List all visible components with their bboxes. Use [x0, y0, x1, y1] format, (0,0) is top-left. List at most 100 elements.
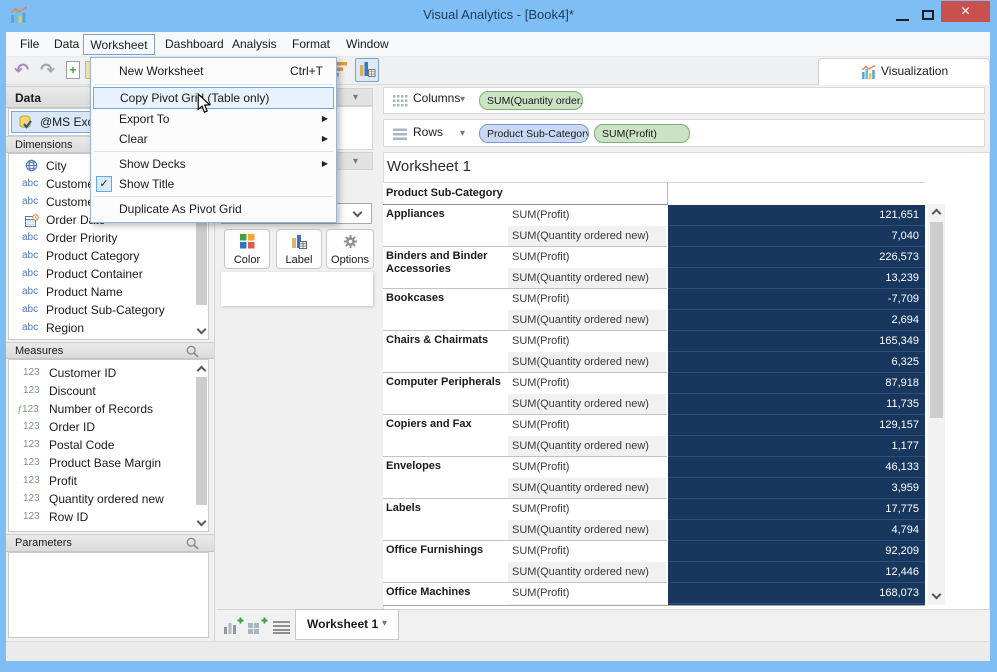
- table-scrollbar-thumb[interactable]: [930, 222, 943, 418]
- measure-customer-id[interactable]: 123 Customer ID: [23, 366, 117, 380]
- search-icon[interactable]: [186, 345, 199, 363]
- category-cell[interactable]: Binders and Binder Accessories: [386, 250, 488, 275]
- value-cell[interactable]: [668, 604, 925, 605]
- label-button[interactable]: Label: [276, 229, 322, 269]
- category-cell[interactable]: Envelopes: [386, 460, 442, 472]
- scroll-up-icon[interactable]: [931, 208, 942, 219]
- category-cell[interactable]: Chairs & Chairmats: [386, 334, 489, 346]
- caret-down-icon[interactable]: ▾: [460, 128, 466, 139]
- value-cell[interactable]: 168,073: [668, 583, 925, 604]
- menu-worksheet[interactable]: Worksheet: [83, 34, 155, 55]
- category-cell[interactable]: Office Machines: [386, 586, 471, 598]
- color-button[interactable]: Color: [224, 229, 270, 269]
- menu-format[interactable]: Format: [292, 37, 331, 51]
- redo-button[interactable]: ↷: [40, 60, 56, 80]
- value-cell[interactable]: 87,918: [668, 373, 925, 394]
- measure-discount[interactable]: 123 Discount: [23, 384, 96, 398]
- menu-file[interactable]: File: [20, 37, 40, 51]
- group-separator: [383, 540, 667, 541]
- dimension-customer-1[interactable]: abc Customer: [22, 177, 99, 191]
- caret-down-icon[interactable]: ▾: [460, 94, 466, 105]
- measure-quantity-ordered-new[interactable]: 123 Quantity ordered new: [23, 492, 164, 506]
- menu-item-export-to[interactable]: Export To ▶: [91, 109, 336, 129]
- value-cell[interactable]: 13,239: [668, 268, 925, 289]
- visualization-tab[interactable]: Visualization: [818, 58, 990, 85]
- menu-analysis[interactable]: Analysis: [232, 37, 277, 51]
- scroll-down-icon[interactable]: [931, 589, 942, 600]
- measure-postal-code[interactable]: 123 Postal Code: [23, 438, 115, 452]
- dimension-product-name[interactable]: abc Product Name: [22, 285, 123, 299]
- value-cell[interactable]: 17,775: [668, 499, 925, 520]
- menu-item-show-title[interactable]: ✓ Show Title: [91, 174, 336, 194]
- value-cell[interactable]: 12,446: [668, 562, 925, 583]
- value-cell[interactable]: 121,651: [668, 205, 925, 226]
- value-cell[interactable]: -7,709: [668, 289, 925, 310]
- menu-item-copy-pivot-grid[interactable]: Copy Pivot Grid (Table only): [93, 87, 334, 109]
- value-cell[interactable]: 4,794: [668, 520, 925, 541]
- dimension-product-sub-category[interactable]: abc Product Sub-Category: [22, 303, 165, 317]
- search-icon[interactable]: [186, 537, 199, 556]
- pill-sum-quantity[interactable]: SUM(Quantity order...: [479, 91, 583, 110]
- dimension-city[interactable]: City: [9, 157, 208, 175]
- menu-item-duplicate-as-pivot-grid[interactable]: Duplicate As Pivot Grid: [119, 202, 242, 216]
- value-cell[interactable]: 7,040: [668, 226, 925, 247]
- value-cell[interactable]: 3,959: [668, 478, 925, 499]
- minimize-button[interactable]: [893, 15, 913, 25]
- table-scrollbar[interactable]: [928, 204, 945, 605]
- measure-product-base-margin[interactable]: 123 Product Base Margin: [23, 456, 162, 470]
- new-worksheet-tab-icon[interactable]: [223, 617, 245, 638]
- category-cell[interactable]: Computer Peripherals: [386, 376, 501, 388]
- dimensions-scrollbar-thumb[interactable]: [196, 157, 207, 305]
- value-cell[interactable]: 11,735: [668, 394, 925, 415]
- rows-shelf-label[interactable]: Rows: [413, 125, 444, 139]
- new-dashboard-tab-icon[interactable]: [247, 617, 269, 638]
- value-cell[interactable]: 46,133: [668, 457, 925, 478]
- pill-sum-profit[interactable]: SUM(Profit): [594, 124, 690, 143]
- caret-down-icon[interactable]: ▾: [382, 618, 388, 629]
- columns-shelf-label[interactable]: Columns: [413, 91, 461, 105]
- dimension-product-container[interactable]: abc Product Container: [22, 267, 143, 281]
- options-button[interactable]: Options: [326, 229, 374, 269]
- maximize-button[interactable]: [919, 8, 939, 24]
- caret-down-icon: ▾: [353, 156, 359, 167]
- measures-scrollbar-thumb[interactable]: [196, 377, 207, 505]
- pill-product-sub-category[interactable]: Product Sub-Category: [479, 124, 589, 143]
- close-button[interactable]: ✕: [941, 1, 990, 22]
- value-cell[interactable]: 2,694: [668, 310, 925, 331]
- measure-profit[interactable]: 123 Profit: [23, 474, 78, 488]
- measure-number-of-records[interactable]: ƒ123 Number of Records: [9, 400, 208, 418]
- value-cell[interactable]: 129,157: [668, 415, 925, 436]
- menu-item-new-worksheet[interactable]: New Worksheet Ctrl+T: [91, 61, 336, 82]
- value-cell[interactable]: 6,325: [668, 352, 925, 373]
- dimension-customer-2[interactable]: abc Customer: [22, 195, 99, 209]
- menu-dashboard[interactable]: Dashboard: [165, 37, 224, 51]
- menu-separator: [94, 196, 333, 197]
- dimension-region[interactable]: abc Region: [22, 321, 85, 335]
- menu-item-show-decks[interactable]: Show Decks ▶: [91, 154, 336, 174]
- sheet-sorter-icon[interactable]: [273, 620, 291, 637]
- menu-data[interactable]: Data: [54, 37, 80, 51]
- category-cell[interactable]: Appliances: [386, 208, 445, 220]
- pivot-grid-toggle-button[interactable]: [355, 58, 379, 82]
- category-cell[interactable]: Copiers and Fax: [386, 418, 472, 430]
- category-cell[interactable]: Bookcases: [386, 292, 445, 304]
- measure-label-cell: SUM(Profit): [512, 503, 570, 515]
- value-cell[interactable]: 1,177: [668, 436, 925, 457]
- parameters-list[interactable]: [8, 552, 209, 638]
- menu-window[interactable]: Window: [346, 37, 389, 51]
- value-cell[interactable]: 92,209: [668, 541, 925, 562]
- value-cell[interactable]: 165,349: [668, 331, 925, 352]
- measure-row-id[interactable]: 123 Row ID: [23, 510, 89, 524]
- category-cell[interactable]: Labels: [386, 502, 421, 514]
- measure-label-cell: SUM(Profit): [512, 377, 570, 389]
- category-cell[interactable]: Office Furnishings: [386, 544, 484, 556]
- dimension-order-priority[interactable]: abc Order Priority: [22, 231, 118, 245]
- value-cell[interactable]: 226,573: [668, 247, 925, 268]
- new-worksheet-button[interactable]: +: [66, 61, 80, 79]
- measure-order-id[interactable]: 123 Order ID: [23, 420, 96, 434]
- undo-button[interactable]: ↶: [14, 60, 30, 80]
- dimension-product-category[interactable]: abc Product Category: [22, 249, 140, 263]
- menu-item-clear[interactable]: Clear ▶: [91, 129, 336, 149]
- active-sheet-tab[interactable]: Worksheet 1 ▾: [295, 609, 399, 640]
- sidebar-divider[interactable]: [214, 85, 215, 641]
